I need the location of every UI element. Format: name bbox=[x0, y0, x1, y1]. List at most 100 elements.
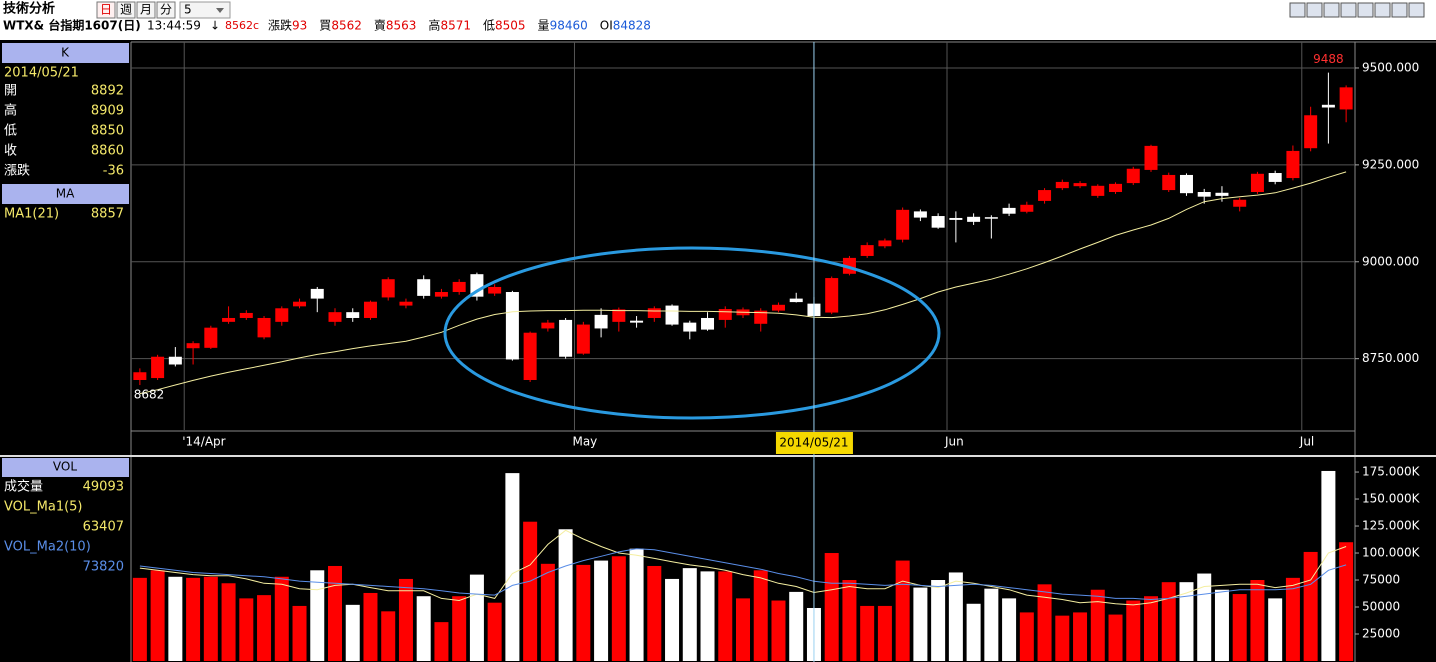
volume-bar bbox=[771, 600, 786, 661]
last-price: 8562c bbox=[225, 19, 259, 32]
candle-body bbox=[896, 209, 910, 240]
quote-value: 8563 bbox=[386, 19, 417, 33]
tab-label: 週 bbox=[120, 3, 132, 17]
candle-body bbox=[1002, 207, 1016, 214]
candle-body bbox=[1109, 183, 1123, 193]
volume-bar bbox=[1214, 589, 1229, 661]
volume-bar bbox=[611, 556, 626, 661]
quote-label: 賣 bbox=[374, 18, 386, 33]
volume-bar bbox=[363, 592, 378, 661]
volume-bar bbox=[1250, 580, 1265, 661]
volume-bar bbox=[487, 602, 502, 661]
candle-body bbox=[718, 309, 732, 320]
btn[interactable] bbox=[1357, 2, 1374, 18]
ma-label: MA1(21) bbox=[4, 207, 59, 222]
candle-body bbox=[1268, 173, 1282, 182]
candle-body bbox=[1339, 87, 1353, 110]
candle-body bbox=[417, 279, 431, 296]
quote-value: 98460 bbox=[550, 19, 588, 33]
candle-body bbox=[275, 308, 289, 322]
candle-body bbox=[789, 298, 803, 303]
volume-bar bbox=[398, 578, 413, 661]
info-date: 2014/05/21 bbox=[4, 66, 79, 81]
window-title: 技術分析 bbox=[3, 1, 55, 17]
candle-body bbox=[1091, 185, 1105, 196]
info-label: 開 bbox=[4, 84, 17, 99]
crosshair-label-bg bbox=[775, 432, 853, 454]
btn[interactable] bbox=[1391, 2, 1408, 18]
candle-body bbox=[381, 279, 395, 298]
candle-body bbox=[168, 356, 182, 365]
candle-body bbox=[1038, 190, 1052, 201]
tab[interactable] bbox=[156, 1, 176, 19]
volume-bar bbox=[523, 521, 538, 661]
candle-body bbox=[754, 310, 768, 324]
info-value: 8909 bbox=[91, 104, 124, 119]
volume-bar bbox=[966, 603, 981, 661]
candle-body bbox=[612, 309, 626, 322]
period-select[interactable] bbox=[179, 1, 231, 19]
volume-bar bbox=[682, 568, 697, 661]
volume-bar bbox=[1285, 577, 1300, 661]
volume-bar bbox=[1090, 589, 1105, 661]
candle-body bbox=[1286, 150, 1300, 179]
y-tick-label: 9000.000 bbox=[1362, 254, 1419, 268]
btn[interactable] bbox=[1289, 2, 1306, 18]
tab-label: 分 bbox=[160, 3, 172, 17]
tab[interactable] bbox=[136, 1, 156, 19]
volume-bar bbox=[558, 529, 573, 661]
volume-bar bbox=[540, 563, 555, 661]
y-tick-label: 9500.000 bbox=[1362, 60, 1419, 74]
candle-body bbox=[594, 314, 608, 329]
volume-bar bbox=[1037, 584, 1052, 661]
vol-value: 49093 bbox=[83, 480, 124, 495]
candle-body bbox=[434, 292, 448, 297]
candle-body bbox=[1162, 174, 1176, 191]
candle-body bbox=[967, 216, 981, 222]
btn[interactable] bbox=[1374, 2, 1391, 18]
vol-heading-bg bbox=[2, 458, 129, 477]
btn[interactable] bbox=[1306, 2, 1323, 18]
info-label: 收 bbox=[4, 144, 17, 159]
quote-value: 93 bbox=[292, 19, 307, 33]
quote-label: 低 bbox=[483, 19, 495, 33]
volume-bar bbox=[186, 577, 201, 661]
vol-ma1-label: VOL_Ma1(5) bbox=[4, 500, 83, 515]
tab-label: 日 bbox=[100, 3, 112, 17]
volume-bar bbox=[132, 577, 147, 661]
btn[interactable] bbox=[1408, 2, 1425, 18]
volume-bar bbox=[1073, 612, 1088, 661]
vol-ma1-value: 63407 bbox=[83, 520, 124, 535]
info-heading: K bbox=[61, 46, 70, 60]
volume-bar bbox=[1179, 582, 1194, 661]
volume-bar bbox=[203, 576, 218, 661]
header-bg bbox=[0, 0, 1436, 40]
btn[interactable] bbox=[1323, 2, 1340, 18]
y-tick-label: 150.000K bbox=[1362, 492, 1421, 506]
candle-body bbox=[470, 274, 484, 297]
tab[interactable] bbox=[116, 1, 136, 19]
volume-bar bbox=[1268, 598, 1283, 661]
volume-bar bbox=[665, 578, 680, 661]
tab[interactable] bbox=[96, 1, 116, 19]
candle-body bbox=[1321, 104, 1335, 108]
candle-body bbox=[665, 305, 679, 325]
candle-body bbox=[488, 286, 502, 294]
volume-bar bbox=[1144, 596, 1158, 661]
volume-bar bbox=[913, 587, 928, 661]
volume-bar bbox=[416, 596, 431, 661]
candle-body bbox=[186, 343, 200, 349]
volume-bar bbox=[1019, 612, 1034, 661]
chart-bg bbox=[0, 40, 1436, 662]
volume-bar bbox=[931, 580, 946, 661]
tab-label: 月 bbox=[140, 3, 152, 17]
y-tick-label: 125.000K bbox=[1362, 519, 1421, 533]
highlight-ellipse bbox=[443, 246, 941, 420]
btn[interactable] bbox=[1340, 2, 1357, 18]
volume-bar bbox=[753, 570, 768, 661]
candle-body bbox=[346, 312, 360, 318]
volume-bar bbox=[576, 564, 591, 661]
volume-bar bbox=[1232, 594, 1247, 661]
volume-bar bbox=[345, 604, 360, 661]
